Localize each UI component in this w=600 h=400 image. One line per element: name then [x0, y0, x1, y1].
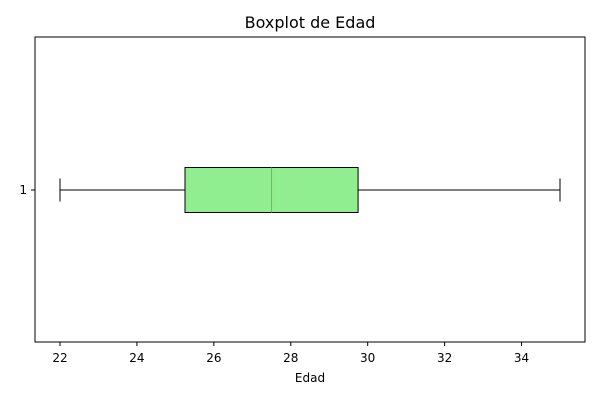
- x-tick-label: 32: [437, 351, 452, 365]
- boxes-group: [59, 167, 561, 213]
- x-tick-label: 22: [52, 351, 67, 365]
- x-tick-label: 26: [206, 351, 221, 365]
- x-axis-label: Edad: [295, 371, 325, 385]
- y-tick-label: 1: [19, 183, 27, 197]
- x-tick-label: 30: [360, 351, 375, 365]
- y-axis: 1: [19, 183, 35, 197]
- chart-title: Boxplot de Edad: [245, 13, 376, 32]
- x-tick-label: 34: [514, 351, 529, 365]
- x-tick-label: 28: [283, 351, 298, 365]
- x-axis: 22 24 26 28 30 32 34: [52, 342, 529, 365]
- x-tick-label: 24: [129, 351, 144, 365]
